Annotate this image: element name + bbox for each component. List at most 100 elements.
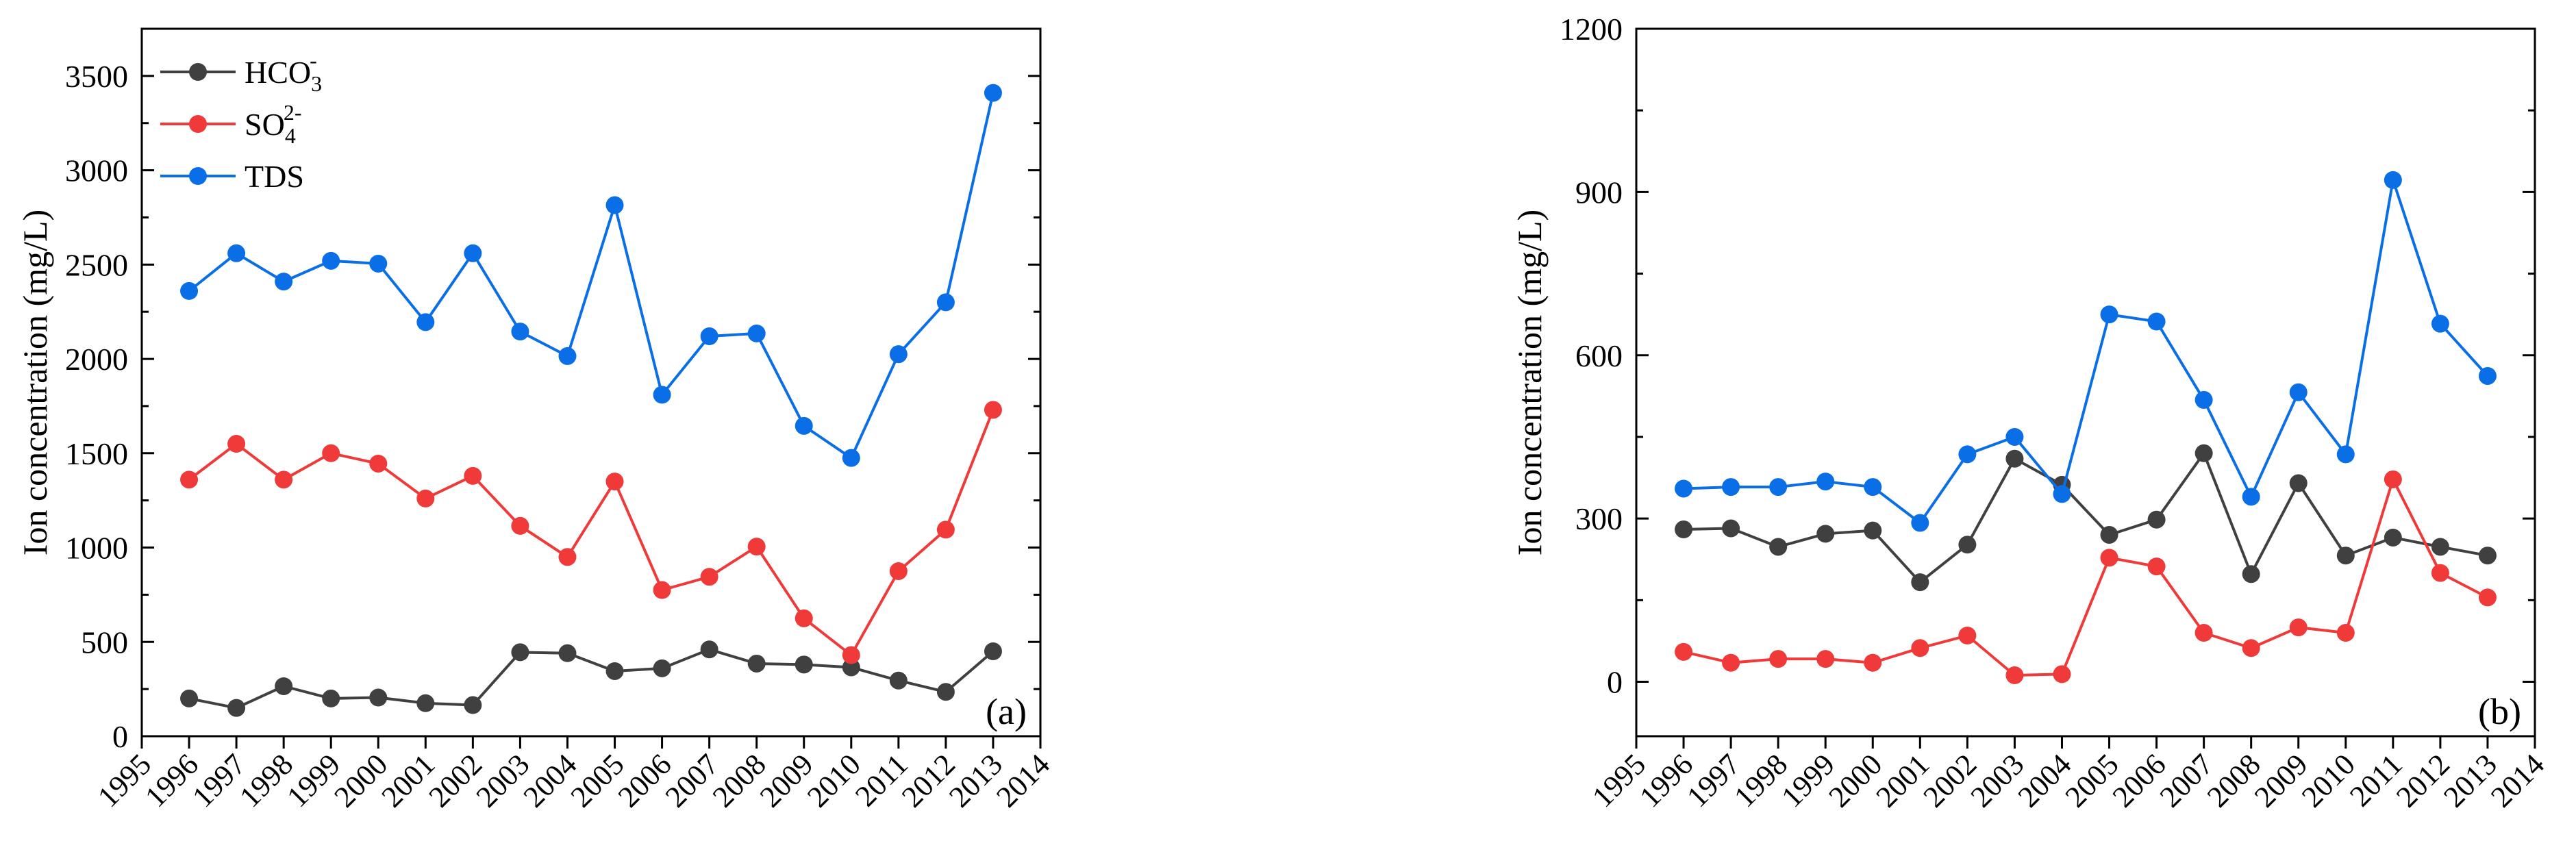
data-point-hco3 [984,642,1002,661]
legend-marker-so4 [189,115,207,133]
data-point-hco3 [464,696,482,714]
data-point-so4 [2478,588,2497,607]
y-tick-label: 900 [1575,175,1623,210]
data-point-so4 [1864,653,1882,672]
data-point-tds [2242,488,2260,506]
data-point-hco3 [2194,444,2213,462]
data-point-tds [984,84,1002,102]
data-point-tds [416,313,435,331]
y-tick-label: 1500 [65,436,128,471]
data-point-so4 [464,466,482,485]
data-point-tds [558,347,577,365]
data-point-so4 [700,568,718,586]
plot-frame [140,27,1042,738]
y-axis-label: Ion concentration (mg/L) [16,210,54,555]
data-point-hco3 [180,689,199,707]
data-point-hco3 [1958,536,1977,554]
data-point-hco3 [416,694,435,712]
data-point-so4 [2147,557,2166,576]
data-point-so4 [558,548,577,566]
data-point-hco3 [1722,519,1740,538]
data-point-tds [1816,473,1835,491]
data-point-so4 [2005,666,2024,685]
data-point-hco3 [653,659,671,677]
data-point-so4 [1816,650,1835,668]
data-point-tds [700,327,718,346]
legend-label-subscript: 3 [311,71,322,96]
legend-label-superscript: 2- [284,100,302,125]
panel-label: (b) [2478,691,2521,732]
data-point-tds [275,273,293,291]
data-point-hco3 [889,671,908,690]
data-point-tds [1769,478,1788,497]
data-point-so4 [936,520,955,539]
y-tick-label: 2000 [65,342,128,377]
data-point-tds [747,324,766,342]
y-tick-label: 1200 [1560,12,1623,47]
data-point-tds [2194,390,2213,409]
y-tick-label: 0 [1607,665,1623,700]
data-point-hco3 [605,662,624,680]
data-point-so4 [369,454,388,473]
y-tick-label: 2500 [65,247,128,282]
data-point-so4 [1769,650,1788,668]
legend-label-base: TDS [245,159,304,194]
legend: HCO3-SO42-TDS [160,48,322,194]
data-point-hco3 [2100,525,2118,544]
legend-label-tds: TDS [245,159,304,194]
data-point-hco3 [2478,547,2497,565]
legend-label-subscript: 4 [285,123,296,148]
data-point-so4 [653,581,671,599]
data-point-hco3 [747,654,766,673]
data-point-so4 [795,609,813,627]
y-tick-label: 0 [112,719,128,754]
data-point-so4 [1675,642,1693,661]
data-point-tds [653,386,671,404]
data-point-tds [2336,445,2355,464]
data-point-tds [322,251,340,270]
data-point-tds [464,244,482,262]
data-point-hco3 [2431,538,2449,556]
data-point-hco3 [1864,521,1882,540]
data-point-so4 [605,473,624,491]
data-point-hco3 [1816,525,1835,543]
data-point-hco3 [1769,538,1788,556]
data-point-so4 [2289,618,2308,637]
data-point-so4 [889,562,908,580]
data-point-so4 [180,470,199,489]
data-point-hco3 [227,699,246,717]
data-point-hco3 [2147,510,2166,529]
y-tick-label: 300 [1575,501,1623,536]
data-point-tds [1958,445,1977,464]
x-tick-label: 2014 [990,747,1056,814]
data-point-tds [842,449,860,467]
data-point-hco3 [842,658,860,677]
data-point-tds [795,416,813,435]
data-point-so4 [511,516,529,535]
chart-panel-a: 0500100015002000250030003500199519961997… [16,27,1056,814]
data-point-so4 [747,538,766,556]
data-point-tds [180,281,199,300]
data-point-hco3 [558,644,577,662]
data-point-tds [2147,312,2166,331]
y-tick-label: 3000 [65,153,128,188]
series-line-tds [1683,178,2489,525]
data-point-tds [889,345,908,364]
data-point-hco3 [1675,520,1693,539]
data-point-tds [1864,478,1882,497]
data-point-so4 [2100,549,2118,567]
data-point-hco3 [936,683,955,701]
data-point-so4 [1958,626,1977,644]
data-point-so4 [227,435,246,453]
y-axis-label: Ion concentration (mg/L) [1510,210,1549,555]
data-point-hco3 [1911,573,1929,592]
data-point-tds [2053,485,2071,503]
plot-frame [1635,27,2536,738]
data-point-tds [1911,514,1929,532]
data-point-tds [2478,366,2497,385]
data-point-tds [369,254,388,273]
data-point-hco3 [275,677,293,696]
data-point-tds [2431,314,2449,333]
data-point-hco3 [2384,528,2402,547]
